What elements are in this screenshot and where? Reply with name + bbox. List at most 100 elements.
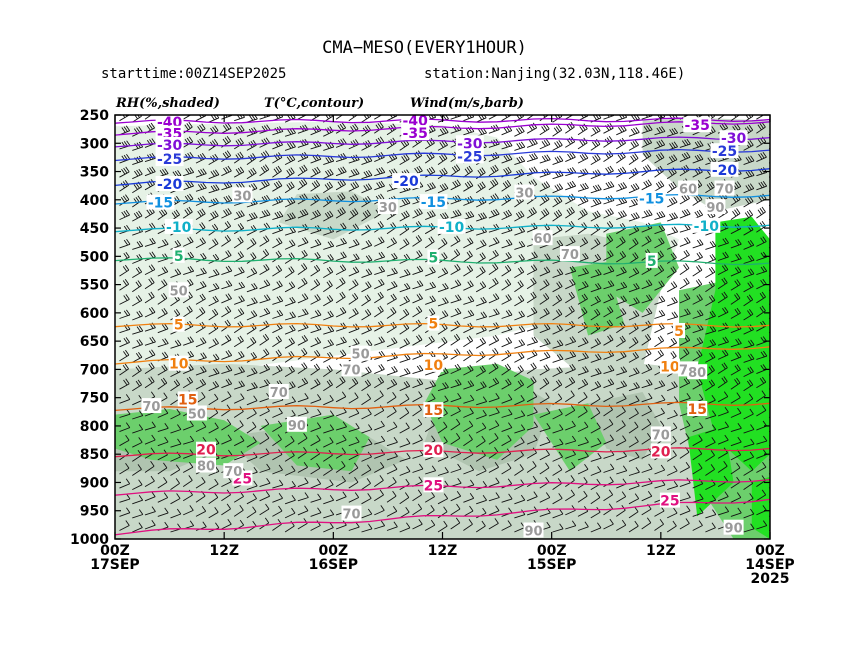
contour-label-box bbox=[146, 194, 175, 210]
wind-barb-flag bbox=[712, 509, 717, 515]
wind-barb bbox=[374, 381, 384, 389]
temperature-contour-label: 15 bbox=[687, 402, 706, 418]
wind-barb bbox=[144, 480, 155, 487]
wind-barb-flag bbox=[265, 150, 270, 156]
wind-barb-flag bbox=[545, 307, 550, 314]
wind-barb-flag bbox=[556, 367, 561, 374]
wind-barb bbox=[361, 371, 372, 378]
wind-barb-flag bbox=[201, 293, 206, 300]
wind-barb-flag bbox=[749, 281, 754, 287]
wind-barb-flag bbox=[610, 449, 615, 456]
wind-barb-flag bbox=[621, 420, 626, 426]
wind-barb bbox=[501, 214, 512, 221]
temperature-contour-label: -25 bbox=[157, 152, 182, 168]
wind-barb-flag bbox=[543, 209, 548, 216]
wind-barb-flag bbox=[503, 169, 508, 175]
wind-barb-flag bbox=[352, 267, 358, 273]
wind-barb-flag bbox=[177, 339, 182, 346]
wind-barb bbox=[246, 203, 258, 208]
wind-barb-flag bbox=[745, 185, 750, 191]
wind-barb-flag bbox=[444, 212, 449, 218]
temperature-contour-label: 20 bbox=[424, 443, 444, 459]
wind-barb-flag bbox=[660, 224, 666, 231]
wind-barb-flag bbox=[531, 153, 536, 160]
wind-barb-flag bbox=[137, 464, 142, 470]
wind-barb-flag bbox=[301, 251, 306, 257]
wind-barb-flag bbox=[125, 166, 130, 173]
wind-barb-flag bbox=[608, 503, 614, 510]
wind-barb bbox=[195, 227, 206, 235]
wind-barb bbox=[386, 285, 398, 291]
wind-barb-flag bbox=[672, 435, 677, 442]
temperature-contour-label: -35 bbox=[685, 118, 710, 134]
wind-barb-flag bbox=[252, 267, 258, 274]
wind-barb-flag bbox=[355, 239, 360, 245]
wind-barb-flag bbox=[558, 239, 564, 246]
wind-barb-flag bbox=[380, 505, 385, 511]
wind-barb bbox=[144, 496, 156, 502]
wind-barb-flag bbox=[201, 307, 206, 313]
wind-barb-flag bbox=[274, 212, 279, 219]
wind-barb-flag bbox=[199, 238, 204, 244]
wind-barb-flag bbox=[378, 181, 383, 188]
wind-barb bbox=[259, 468, 271, 473]
wind-barb-flag bbox=[595, 269, 600, 276]
wind-barb-flag bbox=[584, 182, 589, 189]
wind-barb-flag bbox=[671, 312, 676, 318]
wind-barb-flag bbox=[494, 335, 500, 341]
contour-label-box bbox=[427, 315, 440, 331]
wind-barb-flag bbox=[671, 142, 676, 148]
wind-barb bbox=[234, 355, 245, 362]
wind-barb-flag bbox=[634, 351, 639, 358]
wind-barb-flag bbox=[592, 212, 597, 219]
wind-barb-flag bbox=[558, 366, 563, 372]
wind-barb bbox=[565, 211, 575, 219]
wind-barb-flag bbox=[696, 295, 701, 301]
wind-barb-flag bbox=[541, 183, 546, 189]
wind-barb-flag bbox=[617, 140, 622, 146]
wind-barb-flag bbox=[775, 223, 779, 228]
wind-barb-flag bbox=[200, 366, 205, 373]
wind-barb-flag bbox=[341, 475, 346, 482]
wind-barb bbox=[628, 217, 640, 222]
wind-barb-flag bbox=[655, 154, 661, 161]
wind-barb-flag bbox=[138, 494, 144, 501]
contour-label-box bbox=[683, 117, 712, 133]
wind-barb-flag bbox=[711, 295, 716, 301]
wind-barb bbox=[208, 228, 219, 236]
wind-barb-flag bbox=[696, 351, 701, 357]
wind-barb-flag bbox=[187, 167, 192, 174]
wind-barb bbox=[488, 129, 500, 134]
wind-barb bbox=[361, 413, 372, 420]
wind-barb-flag bbox=[224, 151, 230, 158]
wind-barb-flag bbox=[225, 379, 230, 385]
wind-barb bbox=[157, 271, 168, 277]
wind-barb bbox=[170, 498, 181, 505]
wind-barb-flag bbox=[699, 309, 704, 316]
wind-barb-flag bbox=[287, 129, 292, 135]
wind-barb-flag bbox=[212, 354, 218, 360]
wind-barb-flag bbox=[125, 463, 130, 469]
wind-barb bbox=[221, 481, 232, 488]
wind-barb-flag bbox=[136, 326, 141, 332]
wind-barb-flag bbox=[304, 293, 309, 299]
wind-barb-flag bbox=[213, 269, 218, 276]
wind-barb bbox=[361, 528, 373, 533]
wind-barb-flag bbox=[240, 308, 245, 314]
wind-barb-flag bbox=[291, 465, 296, 472]
wind-barb-flag bbox=[264, 249, 270, 255]
wind-barb bbox=[590, 385, 601, 392]
wind-barb bbox=[221, 285, 233, 290]
rh-contour-label: 80 bbox=[197, 460, 215, 475]
wind-barb-flag bbox=[607, 365, 613, 372]
wind-barb bbox=[705, 271, 716, 278]
wind-barb-flag bbox=[426, 154, 431, 160]
wind-barb bbox=[195, 187, 207, 192]
wind-barb-flag bbox=[618, 198, 623, 204]
wind-barb-flag bbox=[610, 365, 615, 371]
wind-barb-flag bbox=[495, 208, 500, 215]
wind-barb-flag bbox=[186, 137, 191, 144]
wind-barb bbox=[272, 454, 283, 461]
wind-barb bbox=[667, 231, 678, 236]
wind-barb bbox=[195, 383, 206, 390]
